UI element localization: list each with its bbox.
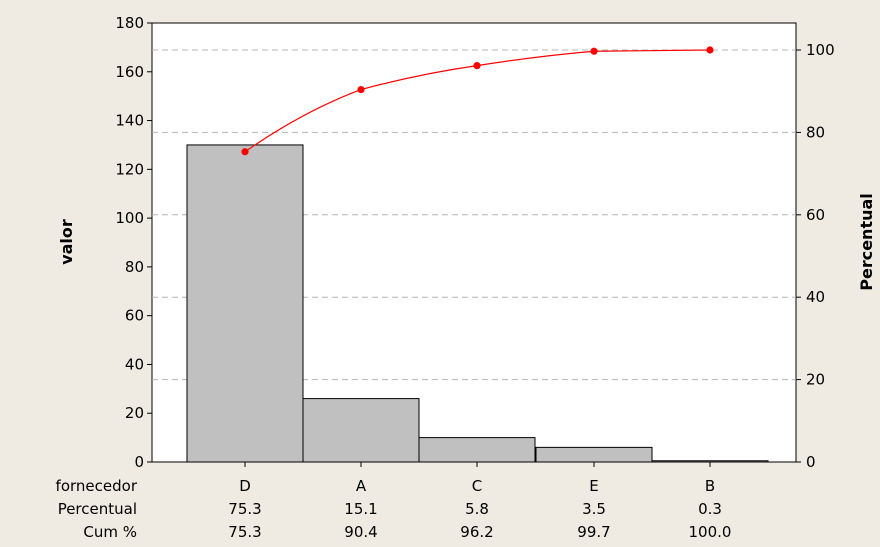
table-cell: 96.2 (460, 523, 493, 541)
table-cell: 75.3 (228, 500, 261, 518)
y-tick-label: 0 (134, 453, 144, 471)
cumulative-point-B (706, 46, 714, 54)
y-tick-label: 80 (125, 258, 144, 276)
y2-tick-label: 20 (806, 371, 825, 389)
bar-B (651, 460, 769, 463)
table-row-label: fornecedor (56, 477, 138, 495)
table-cell: 99.7 (577, 523, 610, 541)
table-cell: B (705, 477, 715, 495)
y-tick-label: 20 (125, 404, 144, 422)
cumulative-point-A (357, 85, 365, 94)
cumulative-point-C (473, 62, 481, 70)
table-cell: 3.5 (582, 500, 606, 518)
y2-tick-label: 80 (806, 123, 825, 141)
y-tick-label: 120 (115, 160, 144, 178)
table-cell: 0.3 (698, 500, 722, 518)
y-tick-label: 100 (115, 209, 144, 227)
table-cell: A (356, 477, 367, 495)
y-axis-title: valor (57, 219, 76, 265)
y2-tick-label: 0 (806, 453, 816, 471)
y2-tick-label: 60 (806, 206, 825, 224)
bar-A (302, 398, 420, 463)
table-cell: C (472, 477, 482, 495)
cumulative-point-E (590, 47, 598, 55)
y2-axis-title: Percentual (857, 193, 876, 291)
y-tick-label: 140 (115, 112, 144, 130)
bar-C (418, 437, 536, 463)
table-row-label: Percentual (58, 500, 137, 518)
bar-E (535, 446, 653, 463)
table-cell: 90.4 (344, 523, 377, 541)
y2-tick-label: 100 (806, 41, 835, 59)
table-cell: E (589, 477, 598, 495)
table-row-label: Cum % (83, 523, 137, 541)
y-tick-label: 180 (115, 14, 144, 32)
cumulative-point-D (241, 148, 249, 156)
table-cell: 100.0 (689, 523, 732, 541)
y-tick-label: 40 (125, 355, 144, 373)
table-cell: D (239, 477, 251, 495)
bar-D (186, 144, 304, 463)
table-cell: 5.8 (465, 500, 489, 518)
y2-tick-label: 40 (806, 288, 825, 306)
table-cell: 75.3 (228, 523, 261, 541)
y-tick-label: 160 (115, 63, 144, 81)
table-cell: 15.1 (344, 500, 377, 518)
y-tick-label: 60 (125, 307, 144, 325)
